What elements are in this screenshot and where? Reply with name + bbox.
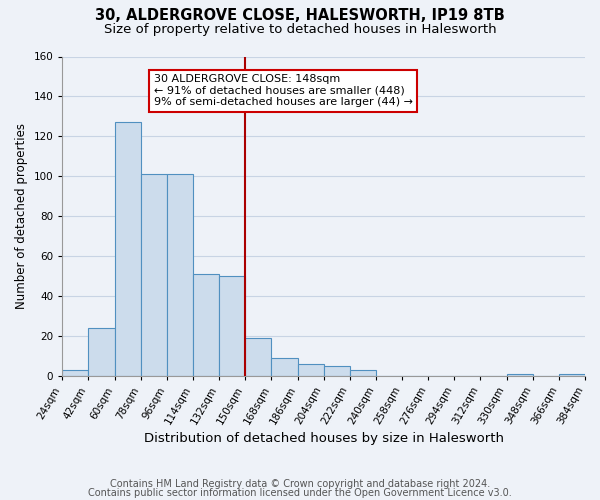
Y-axis label: Number of detached properties: Number of detached properties (15, 123, 28, 309)
Bar (193, 274, 219, 376)
Bar (115, 122, 141, 376)
Text: Size of property relative to detached houses in Halesworth: Size of property relative to detached ho… (104, 22, 496, 36)
Bar (271, 358, 298, 376)
Bar (298, 364, 323, 376)
Bar (506, 374, 533, 376)
Bar (62, 370, 88, 376)
Bar (88, 328, 115, 376)
Bar (141, 174, 167, 376)
Bar (559, 374, 585, 376)
Bar (245, 338, 271, 376)
Text: 30 ALDERGROVE CLOSE: 148sqm
← 91% of detached houses are smaller (448)
9% of sem: 30 ALDERGROVE CLOSE: 148sqm ← 91% of det… (154, 74, 413, 108)
Text: 30, ALDERGROVE CLOSE, HALESWORTH, IP19 8TB: 30, ALDERGROVE CLOSE, HALESWORTH, IP19 8… (95, 8, 505, 22)
Bar (167, 174, 193, 376)
Bar (219, 276, 245, 376)
Bar (350, 370, 376, 376)
Bar (323, 366, 350, 376)
X-axis label: Distribution of detached houses by size in Halesworth: Distribution of detached houses by size … (143, 432, 503, 445)
Text: Contains public sector information licensed under the Open Government Licence v3: Contains public sector information licen… (88, 488, 512, 498)
Text: Contains HM Land Registry data © Crown copyright and database right 2024.: Contains HM Land Registry data © Crown c… (110, 479, 490, 489)
